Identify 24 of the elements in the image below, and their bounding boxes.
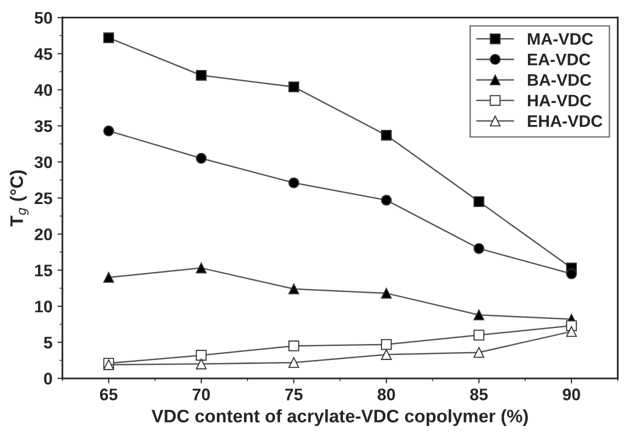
legend-label: MA-VDC	[528, 33, 594, 45]
x-tick-label: 85	[470, 388, 488, 400]
legend-label: EHA-VDC	[528, 115, 602, 127]
x-tick-label: 65	[100, 388, 118, 400]
y-tick-label: 50	[34, 12, 52, 24]
y-tick-label: 25	[34, 192, 52, 204]
x-tick-label: 75	[285, 388, 303, 400]
legend-label: BA-VDC	[528, 74, 592, 86]
y-tick-label: 30	[34, 156, 52, 168]
y-tick-label: 40	[34, 84, 52, 96]
y-tick-label: 35	[34, 120, 52, 132]
legend-label: EA-VDC	[528, 54, 590, 66]
x-tick-label: 90	[562, 388, 580, 400]
y-tick-label: 45	[34, 48, 52, 60]
x-tick-label: 80	[378, 388, 395, 400]
y-tick-label: 20	[34, 228, 52, 240]
y-tick-label: 0	[44, 372, 52, 385]
x-tick-label: 70	[192, 388, 210, 400]
x-axis-title: VDC content of acrylate-VDC copolymer (%)	[152, 409, 528, 426]
y-tick-label: 10	[35, 300, 52, 312]
legend-label: HA-VDC	[528, 94, 592, 106]
y-tick-label: 5	[44, 336, 52, 349]
y-axis-title: T$_{g}$ (°C)	[10, 170, 28, 226]
y-tick-label: 15	[35, 264, 52, 276]
